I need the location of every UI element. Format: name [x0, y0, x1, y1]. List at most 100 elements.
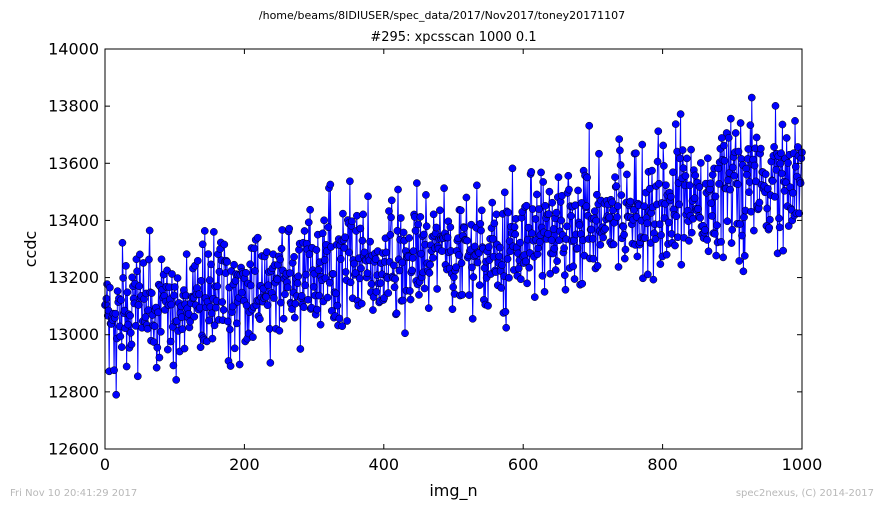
data-point — [316, 320, 325, 329]
data-point — [395, 266, 404, 275]
data-point — [223, 257, 231, 266]
data-point — [323, 293, 332, 302]
data-point — [314, 266, 323, 274]
data-point — [348, 217, 356, 226]
data-point — [253, 233, 262, 242]
data-point — [589, 254, 598, 263]
data-point — [367, 280, 376, 288]
data-point — [480, 264, 489, 272]
data-point — [433, 285, 441, 293]
data-point — [438, 247, 446, 255]
data-point — [266, 359, 275, 367]
data-point — [452, 263, 460, 271]
data-point — [609, 206, 617, 215]
data-point — [546, 269, 554, 278]
data-point — [664, 218, 673, 227]
data-point — [449, 283, 457, 291]
data-point — [386, 230, 395, 239]
data-point — [153, 343, 162, 352]
data-point — [484, 243, 493, 251]
data-point — [615, 135, 624, 143]
data-point — [740, 213, 748, 222]
data-point — [304, 218, 313, 227]
data-point — [145, 226, 154, 235]
data-point — [197, 276, 206, 285]
data-point — [476, 219, 485, 228]
data-point — [458, 290, 467, 299]
data-point — [706, 179, 715, 188]
data-point — [112, 390, 121, 399]
data-point — [111, 309, 120, 318]
data-point — [612, 182, 621, 190]
data-point — [501, 307, 510, 316]
data-point — [167, 300, 176, 309]
data-point — [448, 305, 457, 314]
data-point — [671, 120, 680, 128]
data-point — [369, 306, 377, 314]
data-point — [411, 226, 420, 235]
data-point — [560, 271, 569, 280]
data-point — [720, 156, 729, 165]
data-point — [505, 273, 513, 282]
data-point — [408, 266, 416, 275]
data-point — [516, 238, 524, 247]
data-point — [780, 186, 789, 195]
data-point — [724, 176, 732, 185]
data-point — [157, 255, 166, 264]
data-point — [672, 212, 681, 221]
data-point — [420, 284, 429, 293]
data-point — [595, 149, 603, 158]
data-point — [163, 345, 172, 354]
data-point — [249, 333, 257, 341]
data-point — [341, 233, 349, 242]
data-point — [126, 328, 135, 337]
data-point — [336, 255, 345, 263]
data-point — [283, 283, 292, 292]
data-point — [695, 183, 704, 191]
data-point — [409, 247, 418, 255]
data-point — [675, 200, 684, 209]
data-point — [315, 291, 324, 300]
data-point — [276, 255, 284, 264]
data-point — [544, 210, 553, 218]
data-point — [462, 193, 471, 202]
data-point — [535, 238, 544, 246]
data-point — [735, 257, 744, 265]
data-point — [504, 208, 513, 217]
data-point — [614, 263, 623, 271]
data-point — [776, 159, 785, 168]
data-point — [398, 258, 407, 267]
data-point — [662, 181, 670, 190]
data-point — [793, 143, 802, 151]
data-point — [390, 283, 399, 292]
data-point — [782, 134, 791, 142]
data-point — [734, 147, 743, 156]
data-point — [752, 133, 761, 142]
data-point — [535, 205, 543, 213]
data-point — [360, 248, 369, 257]
data-point — [141, 313, 150, 322]
data-point — [460, 224, 469, 232]
y-tick-label: 13800 — [48, 97, 99, 116]
data-point — [408, 254, 417, 262]
data-point — [305, 250, 314, 259]
data-point — [275, 326, 284, 335]
data-point — [497, 284, 506, 292]
data-point — [413, 179, 421, 187]
data-point — [701, 226, 709, 234]
data-point — [613, 213, 621, 221]
data-point — [567, 212, 575, 220]
data-point — [296, 345, 305, 353]
data-point — [490, 219, 499, 228]
data-point — [299, 303, 308, 312]
data-point — [587, 225, 596, 234]
data-point — [488, 198, 497, 207]
data-point — [752, 177, 760, 186]
data-point — [691, 171, 700, 180]
data-point — [475, 281, 484, 289]
data-point — [655, 220, 664, 229]
data-point — [744, 145, 753, 153]
data-point — [739, 267, 748, 276]
data-point — [237, 288, 246, 297]
